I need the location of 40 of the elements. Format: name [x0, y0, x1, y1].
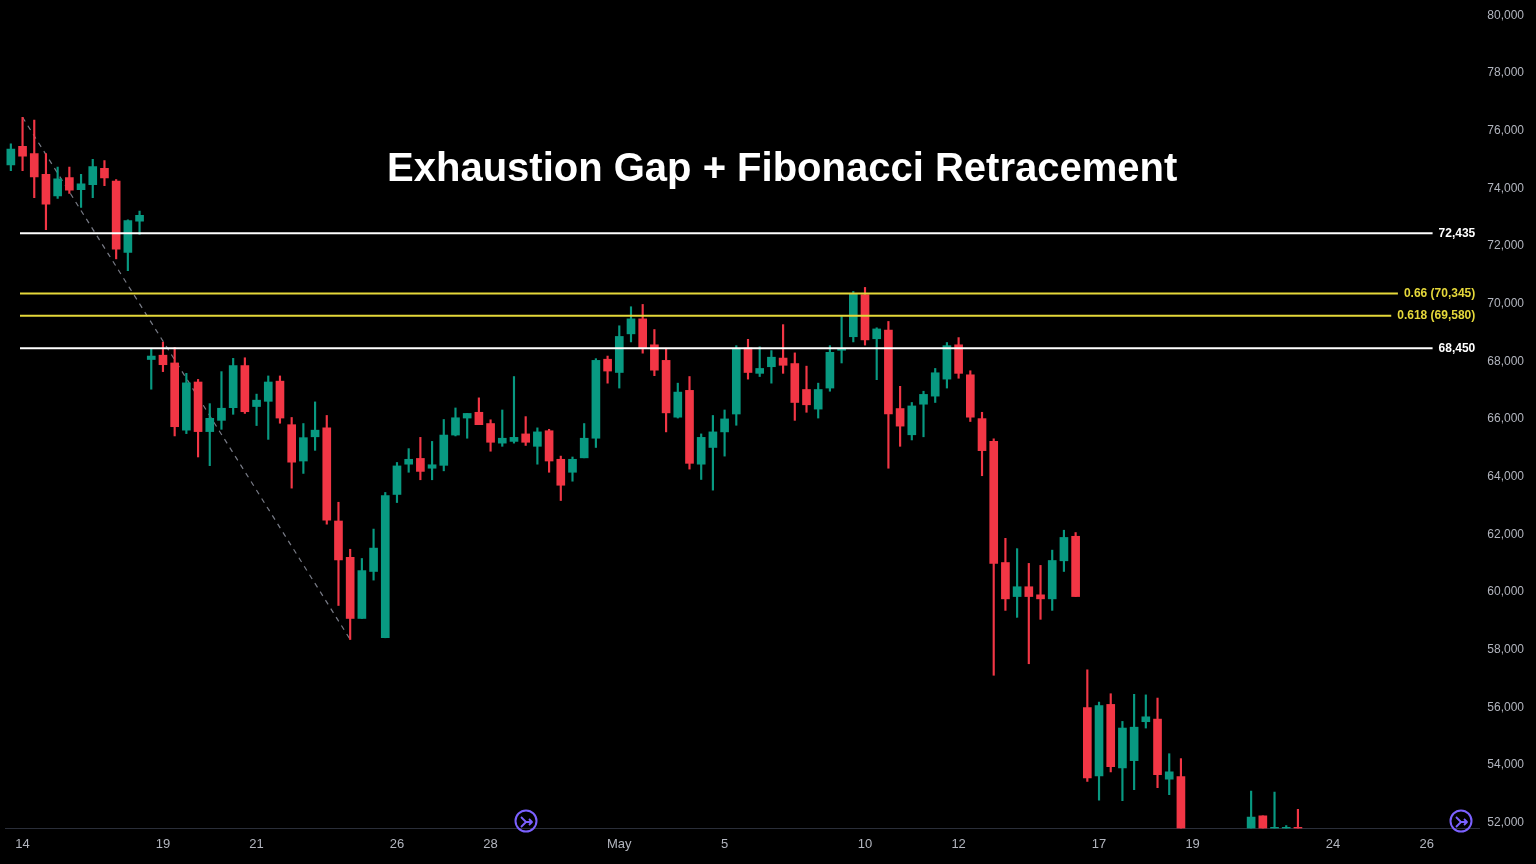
ref-line-label: 0.66 (70,345) [1403, 285, 1476, 300]
y-tick-label: 68,000 [1487, 353, 1525, 368]
candlestick [919, 390, 928, 438]
y-tick-label: 78,000 [1487, 65, 1525, 80]
x-tick-label: 19 [155, 835, 171, 851]
y-tick-label: 62,000 [1487, 526, 1525, 541]
candlestick [1036, 565, 1045, 620]
ref-line-label: 72,435 [1438, 225, 1476, 240]
y-tick-label: 58,000 [1487, 641, 1525, 656]
x-tick-label: 19 [1185, 835, 1200, 851]
y-tick-label: 72,000 [1487, 238, 1525, 253]
candlestick [217, 371, 226, 430]
x-tick-label: 5 [720, 835, 729, 851]
x-tick-label: 28 [483, 835, 498, 851]
x-tick-label: 17 [1091, 835, 1107, 851]
candlestick [135, 210, 144, 235]
y-tick-label: 74,000 [1487, 180, 1525, 195]
y-tick-label: 66,000 [1487, 411, 1525, 426]
text: Exhaustion Gap + Fibonacci Retracement [387, 145, 1178, 190]
x-tick-label: May [607, 835, 633, 851]
y-tick-label: 60,000 [1487, 584, 1525, 599]
x-tick-label: 12 [951, 835, 966, 851]
candlestick [18, 116, 27, 171]
x-tick-label: 24 [1325, 835, 1341, 851]
ref-line-label: 0.618 (69,580) [1397, 307, 1476, 322]
y-tick-label: 52,000 [1487, 814, 1525, 829]
x-tick-label: 26 [1419, 835, 1434, 851]
candlestick [252, 393, 261, 426]
y-tick-label: 64,000 [1487, 468, 1525, 483]
y-tick-label: 54,000 [1487, 757, 1525, 772]
x-tick-label: 14 [15, 835, 30, 851]
y-tick-label: 76,000 [1487, 122, 1525, 137]
x-tick-label: 26 [389, 835, 405, 851]
y-tick-label: 80,000 [1487, 7, 1525, 22]
y-tick-label: 70,000 [1487, 295, 1525, 310]
x-tick-label: 21 [249, 835, 264, 851]
ref-line-label: 68,450 [1438, 340, 1476, 355]
x-tick-label: 10 [857, 835, 873, 851]
candlestick [802, 365, 811, 413]
y-tick-label: 56,000 [1487, 699, 1525, 714]
